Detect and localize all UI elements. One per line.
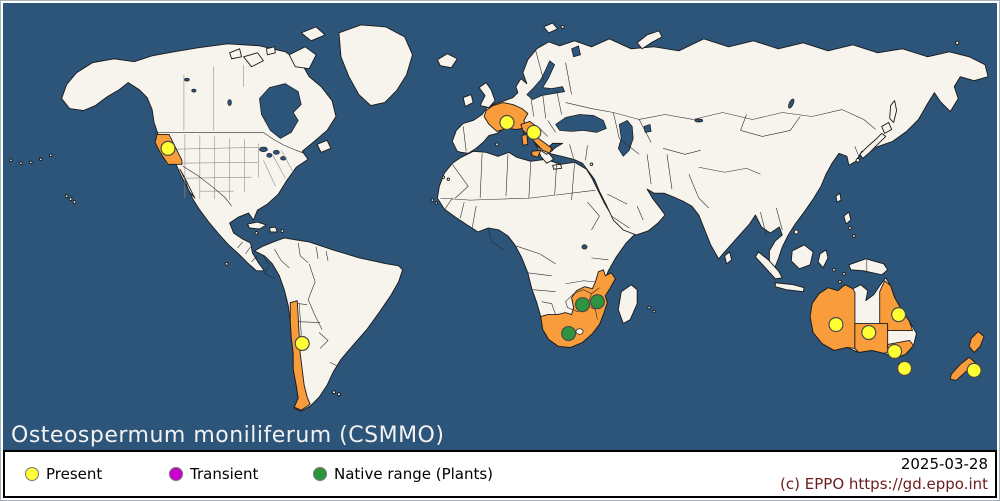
- legend-label-native-range: Native range (Plants): [334, 465, 494, 483]
- highlight-new-zealand-north: [968, 331, 985, 353]
- present-marker: [887, 343, 903, 360]
- map-area: Osteospermum moniliferum (CSMMO): [3, 3, 997, 450]
- highlight-western-australia: [809, 284, 856, 351]
- legend-item-present: Present: [25, 465, 102, 483]
- native-range-swatch-icon: [313, 467, 327, 481]
- present-marker: [160, 140, 176, 156]
- marker-layer: [160, 114, 982, 378]
- native-range-marker: [561, 325, 577, 342]
- map-title: Osteospermum moniliferum (CSMMO): [11, 423, 445, 448]
- native-range-marker: [589, 294, 605, 310]
- world-map-svg: [3, 3, 997, 450]
- present-marker: [499, 114, 515, 131]
- present-marker: [966, 362, 982, 378]
- legend-bar: Present Transient Native range (Plants) …: [3, 450, 997, 498]
- present-marker: [526, 124, 542, 140]
- legend-label-present: Present: [46, 465, 103, 483]
- legend-item-transient: Transient: [169, 465, 258, 483]
- highlight-chile: [289, 300, 311, 411]
- legend-item-native-range: Native range (Plants): [313, 465, 493, 483]
- present-marker: [828, 316, 844, 333]
- lakes-and-seas: [184, 45, 795, 250]
- country-borders: [154, 50, 876, 392]
- copyright-link[interactable]: (c) EPPO https://gd.eppo.int: [780, 475, 988, 493]
- highlight-sardinia: [521, 133, 529, 146]
- present-swatch-icon: [25, 467, 39, 481]
- native-range-marker: [574, 297, 591, 313]
- highlight-sicily: [531, 149, 542, 158]
- present-marker: [891, 307, 907, 323]
- present-marker: [897, 360, 913, 376]
- transient-swatch-icon: [169, 467, 183, 481]
- legend-label-transient: Transient: [190, 465, 259, 483]
- date-block: 2025-03-28 (c) EPPO https://gd.eppo.int: [780, 454, 988, 495]
- present-marker: [861, 324, 877, 341]
- map-date: 2025-03-28: [900, 454, 988, 473]
- present-marker: [294, 335, 310, 352]
- state-borders: [165, 64, 294, 201]
- lesotho: [575, 328, 584, 335]
